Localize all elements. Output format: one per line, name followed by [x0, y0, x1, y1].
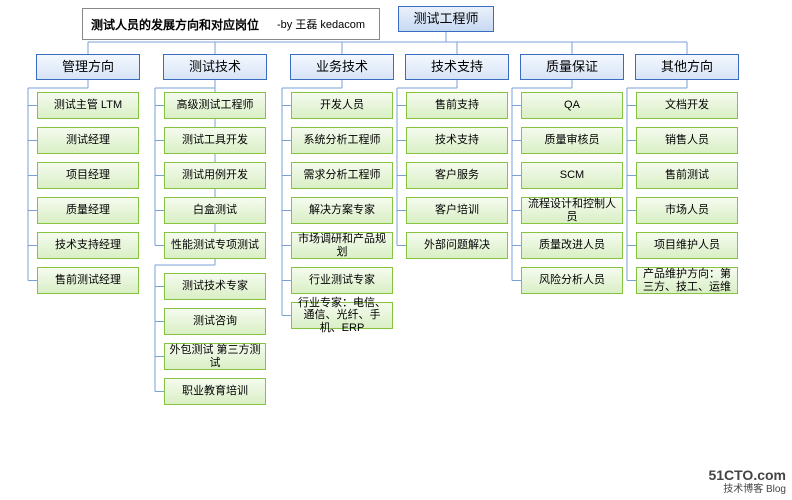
leaf-5-5: 产品维护方向：第三方、技工、运维: [636, 267, 738, 294]
leaf-1-2: 测试用例开发: [164, 162, 266, 189]
leaf2-1-0: 测试技术专家: [164, 273, 266, 300]
watermark: 51CTO.com 技术博客 Blog: [708, 467, 786, 496]
leaf-2-5: 行业测试专家: [291, 267, 393, 294]
root-node: 测试工程师: [398, 6, 494, 32]
org-chart: { "title": { "main": "测试人员的发展方向和对应岗位", "…: [0, 0, 792, 500]
leaf-0-4: 技术支持经理: [37, 232, 139, 259]
watermark-brand: 51CTO.com: [708, 467, 786, 483]
leaf-4-2: SCM: [521, 162, 623, 189]
leaf-3-2: 客户服务: [406, 162, 508, 189]
leaf-2-6: 行业专家：电信、通信、光纤、手机、ERP: [291, 302, 393, 329]
leaf-1-1: 测试工具开发: [164, 127, 266, 154]
leaf-0-1: 测试经理: [37, 127, 139, 154]
leaf-3-4: 外部问题解决: [406, 232, 508, 259]
leaf-3-3: 客户培训: [406, 197, 508, 224]
leaf-4-0: QA: [521, 92, 623, 119]
leaf-5-2: 售前测试: [636, 162, 738, 189]
title-byline: -by 王磊 kedacom: [277, 16, 365, 32]
category-2: 业务技术: [290, 54, 394, 80]
leaf-0-5: 售前测试经理: [37, 267, 139, 294]
leaf-0-0: 测试主管 LTM: [37, 92, 139, 119]
leaf-1-0: 高级测试工程师: [164, 92, 266, 119]
diagram-title: 测试人员的发展方向和对应岗位 -by 王磊 kedacom: [82, 8, 380, 40]
title-main: 测试人员的发展方向和对应岗位: [91, 16, 259, 33]
leaf-0-3: 质量经理: [37, 197, 139, 224]
leaf-4-1: 质量审核员: [521, 127, 623, 154]
leaf-5-0: 文档开发: [636, 92, 738, 119]
root-label: 测试工程师: [413, 12, 478, 27]
leaf-5-3: 市场人员: [636, 197, 738, 224]
leaf2-1-2: 外包测试 第三方测试: [164, 343, 266, 370]
leaf-0-2: 项目经理: [37, 162, 139, 189]
leaf-2-0: 开发人员: [291, 92, 393, 119]
category-1: 测试技术: [163, 54, 267, 80]
category-4: 质量保证: [520, 54, 624, 80]
leaf-2-4: 市场调研和产品规划: [291, 232, 393, 259]
leaf-3-0: 售前支持: [406, 92, 508, 119]
leaf-3-1: 技术支持: [406, 127, 508, 154]
leaf-2-3: 解决方案专家: [291, 197, 393, 224]
category-3: 技术支持: [405, 54, 509, 80]
category-0: 管理方向: [36, 54, 140, 80]
leaf-1-4: 性能测试专项测试: [164, 232, 266, 259]
leaf-1-3: 白盒测试: [164, 197, 266, 224]
leaf2-1-3: 职业教育培训: [164, 378, 266, 405]
leaf-2-1: 系统分析工程师: [291, 127, 393, 154]
category-5: 其他方向: [635, 54, 739, 80]
leaf-4-3: 流程设计和控制人员: [521, 197, 623, 224]
leaf2-1-1: 测试咨询: [164, 308, 266, 335]
leaf-2-2: 需求分析工程师: [291, 162, 393, 189]
leaf-4-4: 质量改进人员: [521, 232, 623, 259]
leaf-5-4: 项目维护人员: [636, 232, 738, 259]
leaf-4-5: 风险分析人员: [521, 267, 623, 294]
watermark-tag: 技术博客 Blog: [723, 484, 786, 495]
leaf-5-1: 销售人员: [636, 127, 738, 154]
